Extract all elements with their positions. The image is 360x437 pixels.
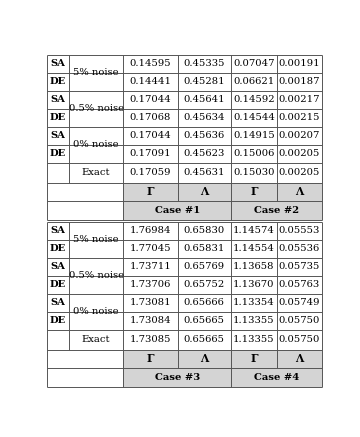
Text: DE: DE [50, 113, 66, 122]
Text: 0.14592: 0.14592 [233, 95, 275, 104]
Text: Case #3: Case #3 [154, 373, 200, 382]
Text: 1.73706: 1.73706 [130, 281, 171, 289]
Text: 0.45636: 0.45636 [184, 131, 225, 140]
Text: 0.14915: 0.14915 [233, 131, 275, 140]
Text: 1.13355: 1.13355 [233, 316, 275, 326]
Text: SA: SA [51, 298, 66, 307]
Text: 0.5% noise: 0.5% noise [69, 271, 124, 281]
Text: 0.65769: 0.65769 [184, 262, 225, 271]
Text: 1.73084: 1.73084 [130, 316, 171, 326]
Text: Γ: Γ [250, 353, 258, 364]
Text: DE: DE [50, 244, 66, 253]
Text: DE: DE [50, 77, 66, 86]
Text: 0.14595: 0.14595 [130, 59, 171, 68]
Text: 0.45631: 0.45631 [184, 168, 225, 177]
Text: 0.05750: 0.05750 [279, 335, 320, 344]
Text: DE: DE [50, 149, 66, 158]
Text: 0.45281: 0.45281 [184, 77, 225, 86]
Text: 5% noise: 5% noise [73, 68, 119, 77]
Text: 0.17044: 0.17044 [130, 95, 171, 104]
Text: 0.17068: 0.17068 [130, 113, 171, 122]
Text: 0.45641: 0.45641 [184, 95, 225, 104]
Text: Γ: Γ [147, 353, 154, 364]
Text: 0.45623: 0.45623 [184, 149, 225, 158]
Text: 1.13670: 1.13670 [233, 281, 275, 289]
Text: 0.00205: 0.00205 [279, 168, 320, 177]
Text: SA: SA [51, 226, 66, 236]
Text: Case #4: Case #4 [254, 373, 299, 382]
Text: SA: SA [51, 59, 66, 68]
Text: 1.14554: 1.14554 [233, 244, 275, 253]
Text: 0.05750: 0.05750 [279, 316, 320, 326]
Text: 0.5% noise: 0.5% noise [69, 104, 124, 113]
Text: Λ: Λ [200, 186, 208, 197]
Text: 0.05763: 0.05763 [279, 281, 320, 289]
Text: 0.00187: 0.00187 [278, 77, 320, 86]
Text: Λ: Λ [295, 353, 303, 364]
Text: 5% noise: 5% noise [73, 236, 119, 244]
Text: 0% noise: 0% noise [73, 140, 119, 149]
Text: Λ: Λ [200, 353, 208, 364]
Text: 1.14574: 1.14574 [233, 226, 275, 236]
Text: Γ: Γ [250, 186, 258, 197]
Text: 0.45335: 0.45335 [184, 59, 225, 68]
Text: 0.00191: 0.00191 [278, 59, 320, 68]
Text: 0.07047: 0.07047 [233, 59, 275, 68]
Text: 1.13354: 1.13354 [233, 298, 275, 307]
Text: 0.14544: 0.14544 [233, 113, 275, 122]
Text: Case #2: Case #2 [254, 205, 299, 215]
Text: 0.05749: 0.05749 [278, 298, 320, 307]
Text: 0% noise: 0% noise [73, 307, 119, 316]
Text: 0.00215: 0.00215 [278, 113, 320, 122]
Text: 0.05553: 0.05553 [279, 226, 320, 236]
Text: SA: SA [51, 95, 66, 104]
Text: 0.65752: 0.65752 [184, 281, 225, 289]
Text: 0.06621: 0.06621 [233, 77, 274, 86]
Text: 0.65666: 0.65666 [184, 298, 225, 307]
Text: 0.65665: 0.65665 [184, 335, 225, 344]
Text: 1.73711: 1.73711 [130, 262, 171, 271]
Text: 1.73085: 1.73085 [130, 335, 171, 344]
Text: Λ: Λ [295, 186, 303, 197]
Text: 0.17044: 0.17044 [130, 131, 171, 140]
Text: Exact: Exact [82, 335, 111, 344]
Text: 1.73081: 1.73081 [130, 298, 171, 307]
Text: 0.00205: 0.00205 [279, 149, 320, 158]
Text: 0.17091: 0.17091 [130, 149, 171, 158]
Text: Γ: Γ [147, 186, 154, 197]
Text: 0.65830: 0.65830 [184, 226, 225, 236]
Text: Exact: Exact [82, 168, 111, 177]
Text: SA: SA [51, 262, 66, 271]
Text: 0.17059: 0.17059 [130, 168, 171, 177]
Text: 0.65831: 0.65831 [184, 244, 225, 253]
Text: DE: DE [50, 281, 66, 289]
Text: 0.65665: 0.65665 [184, 316, 225, 326]
Text: 1.13355: 1.13355 [233, 335, 275, 344]
Text: 1.76984: 1.76984 [130, 226, 171, 236]
Text: 0.05735: 0.05735 [279, 262, 320, 271]
Text: 1.13658: 1.13658 [233, 262, 275, 271]
Text: DE: DE [50, 316, 66, 326]
Text: SA: SA [51, 131, 66, 140]
Text: 0.00207: 0.00207 [279, 131, 320, 140]
Text: 0.15030: 0.15030 [233, 168, 275, 177]
Text: 0.15006: 0.15006 [233, 149, 275, 158]
Text: 0.05536: 0.05536 [279, 244, 320, 253]
Text: 1.77045: 1.77045 [130, 244, 171, 253]
Text: 0.00217: 0.00217 [278, 95, 320, 104]
Text: 0.14441: 0.14441 [129, 77, 171, 86]
Text: 0.45634: 0.45634 [184, 113, 225, 122]
Text: Case #1: Case #1 [154, 205, 200, 215]
